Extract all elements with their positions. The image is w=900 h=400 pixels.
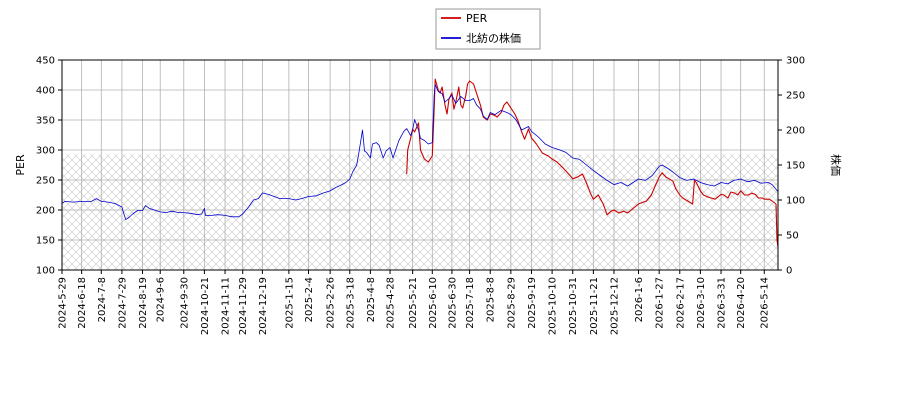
right-axis: 0 50 100 150 200 250 300	[778, 56, 805, 277]
x-axis: 2024-5-29 2024-6-18 2024-7-8 2024-7-29 2024-…	[58, 270, 771, 335]
x-tick-label: 2024-9-6	[156, 277, 167, 322]
x-tick-label: 2025-3-18	[345, 277, 356, 329]
right-axis-title: 株価	[829, 154, 843, 176]
right-tick-label: 300	[786, 56, 805, 67]
right-tick-label: 0	[786, 266, 792, 277]
hatch-band	[62, 154, 778, 270]
x-tick-label: 2024-5-29	[58, 277, 69, 329]
left-tick-label: 200	[36, 206, 55, 217]
x-tick-label: 2025-7-18	[465, 277, 476, 329]
left-tick-label: 450	[36, 56, 55, 67]
left-tick-label: 400	[36, 86, 55, 97]
x-tick-label: 2025-12-12	[609, 277, 620, 335]
x-tick-label: 2024-11-29	[238, 277, 249, 335]
legend-label-price: 北紡の株価	[466, 31, 521, 45]
left-tick-label: 250	[36, 176, 55, 187]
left-tick-label: 300	[36, 146, 55, 157]
x-tick-label: 2024-9-30	[179, 277, 190, 329]
x-tick-label: 2025-1-15	[284, 277, 295, 329]
x-tick-label: 2024-8-19	[138, 277, 149, 329]
x-tick-label: 2026-4-20	[736, 277, 747, 329]
right-tick-label: 200	[786, 126, 805, 137]
left-axis: 100 150 200 250 300 350 400 450	[36, 56, 62, 277]
series-layer	[61, 78, 779, 248]
legend-label-per: PER	[466, 12, 488, 25]
x-tick-label: 2025-6-30	[447, 277, 458, 329]
per-line	[406, 78, 779, 248]
x-tick-label: 2025-2-4	[304, 277, 315, 322]
left-tick-label: 100	[36, 266, 55, 277]
x-tick-label: 2025-8-29	[506, 277, 517, 329]
x-tick-label: 2025-5-21	[408, 277, 419, 329]
x-tick-label: 2025-4-28	[386, 277, 397, 329]
x-tick-label: 2024-7-8	[97, 277, 108, 322]
left-tick-label: 150	[36, 236, 55, 247]
left-tick-label: 350	[36, 116, 55, 127]
x-tick-label: 2024-6-18	[77, 277, 88, 329]
x-tick-label: 2026-3-10	[696, 277, 707, 329]
x-tick-label: 2025-4-8	[366, 277, 377, 322]
x-tick-label: 2024-10-21	[200, 277, 211, 335]
x-tick-label: 2025-2-26	[326, 277, 337, 329]
legend: PER 北紡の株価	[435, 8, 541, 50]
x-tick-label: 2026-1-27	[655, 277, 666, 329]
x-tick-label: 2026-3-31	[717, 277, 728, 329]
x-tick-label: 2026-2-17	[675, 277, 686, 329]
x-tick-label: 2025-8-8	[486, 277, 497, 322]
x-tick-label: 2026-5-14	[760, 277, 771, 329]
x-tick-label: 2024-11-11	[221, 277, 232, 335]
x-tick-label: 2025-10-31	[568, 277, 579, 335]
x-tick-label: 2024-12-19	[258, 277, 269, 335]
x-tick-label: 2024-7-29	[117, 277, 128, 329]
right-tick-label: 100	[786, 196, 805, 207]
left-axis-title: PER	[14, 154, 27, 176]
x-tick-label: 2025-11-21	[589, 277, 600, 335]
x-tick-label: 2025-6-10	[428, 277, 439, 329]
right-tick-label: 150	[786, 161, 805, 172]
stock-price-line	[61, 84, 779, 221]
x-tick-label: 2025-9-19	[527, 277, 538, 329]
right-tick-label: 50	[786, 231, 799, 242]
x-tick-label: 2026-1-6	[634, 277, 645, 322]
legend-box	[435, 8, 541, 50]
x-tick-label: 2025-10-10	[548, 277, 559, 335]
right-tick-label: 250	[786, 91, 805, 102]
